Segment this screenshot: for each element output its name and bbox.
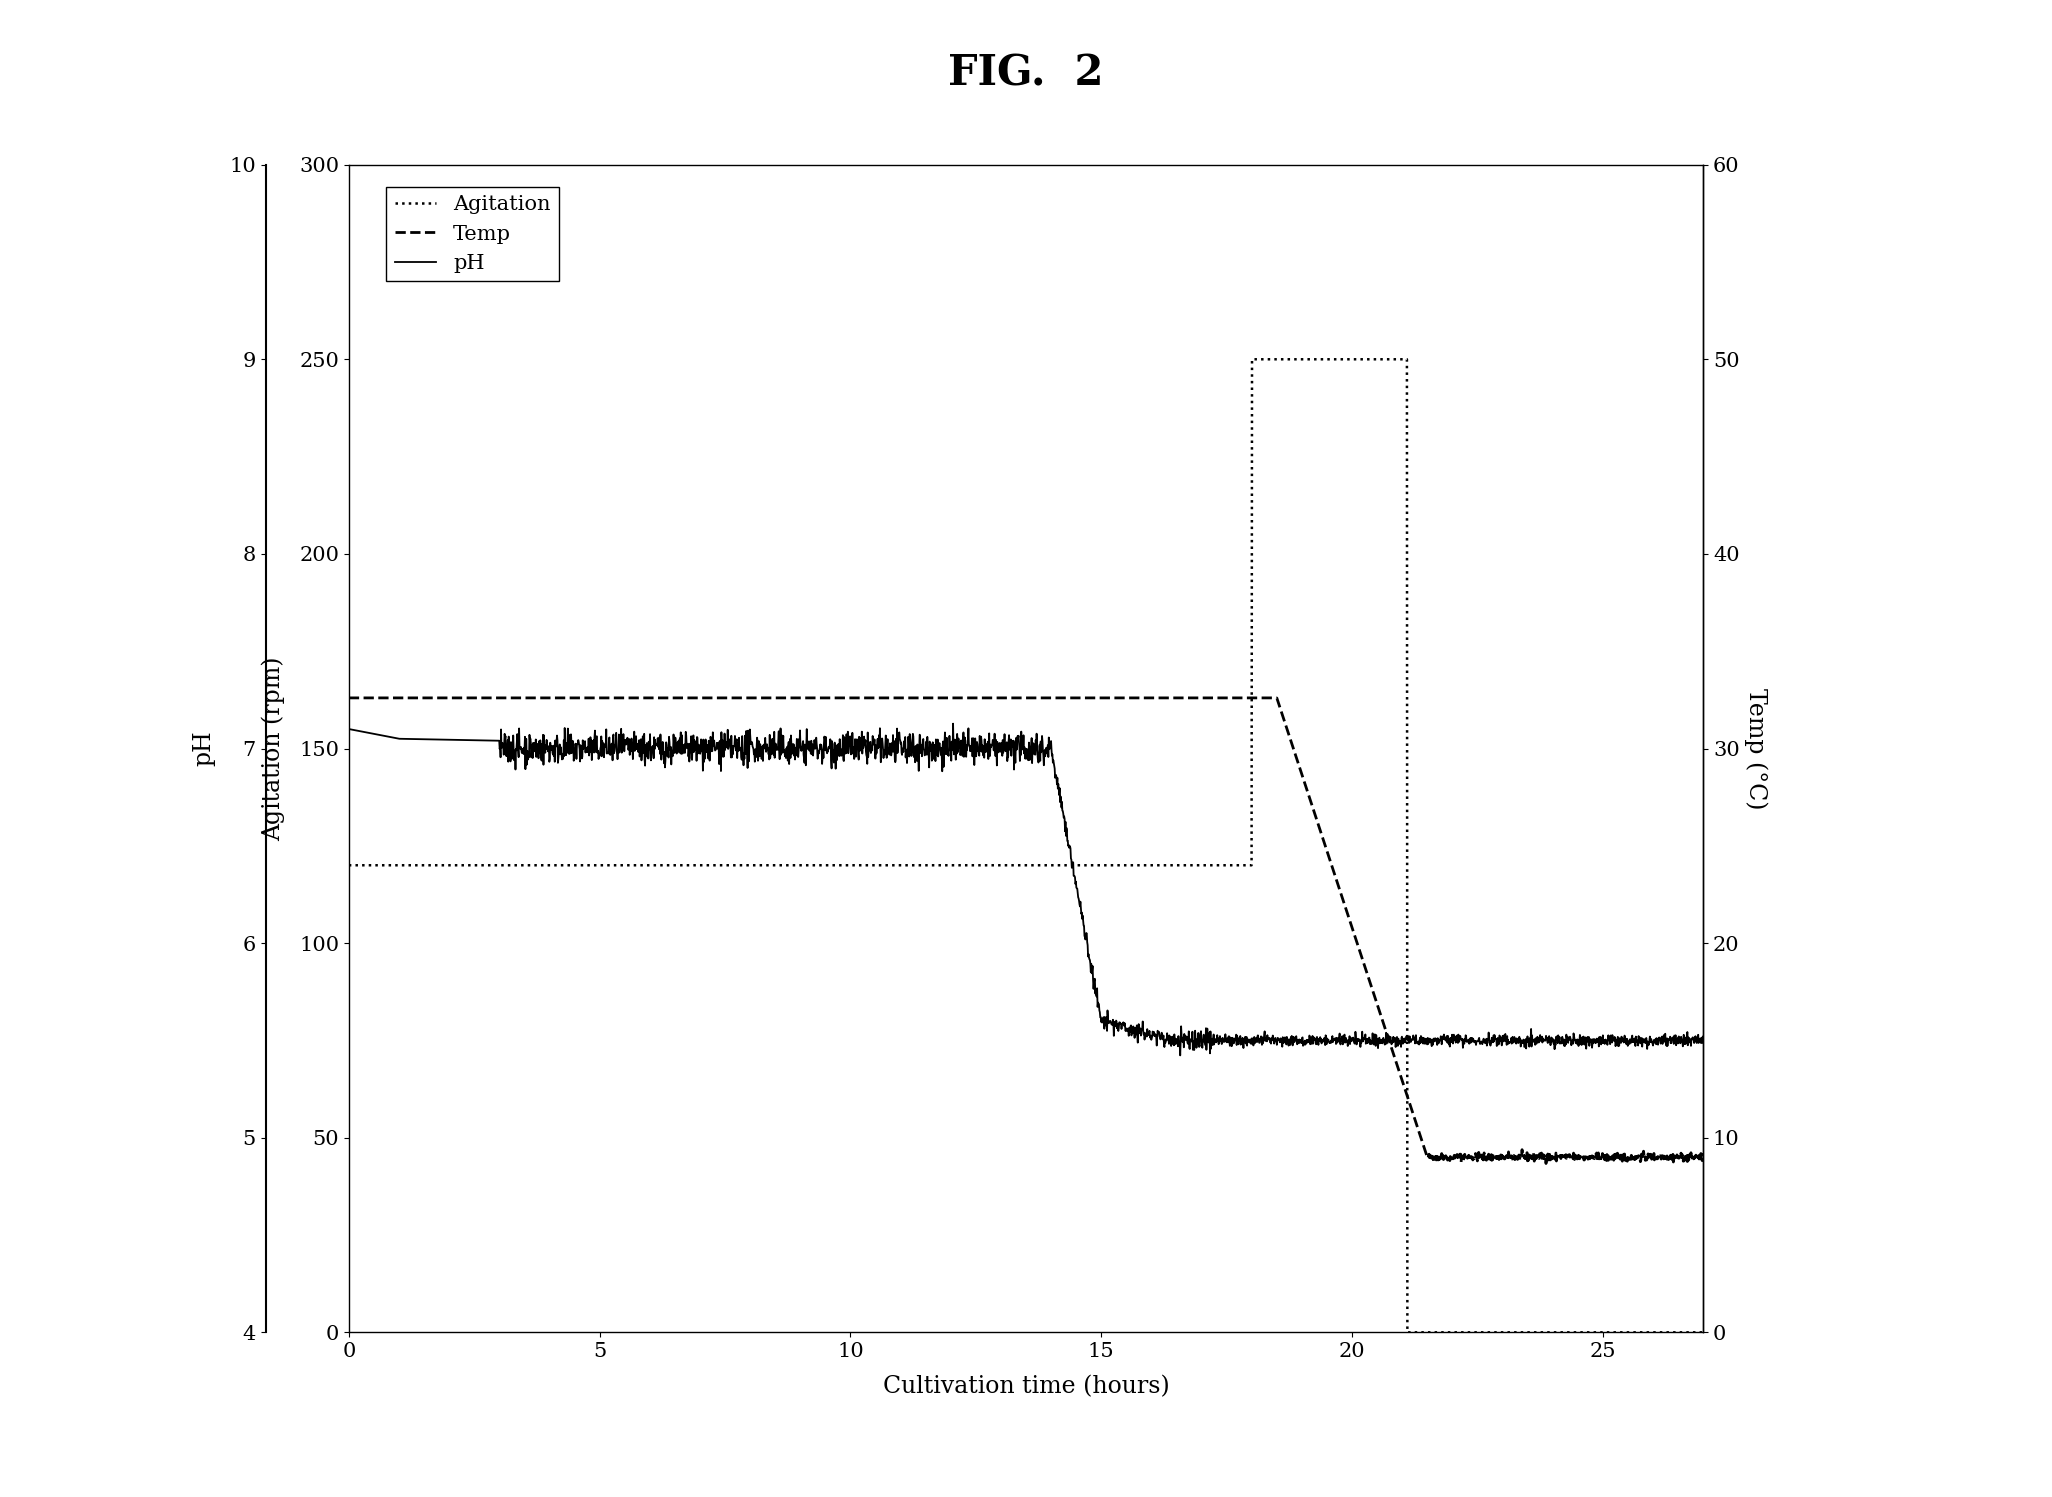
Temp xyxy=(1664,1145,1689,1163)
Agitation xyxy=(337,856,361,874)
pH xyxy=(490,738,515,756)
pH xyxy=(570,734,595,751)
Temp xyxy=(1533,1154,1557,1172)
Agitation xyxy=(1395,1323,1420,1341)
Agitation xyxy=(570,856,595,874)
pH xyxy=(1168,1046,1192,1064)
Agitation xyxy=(1239,350,1264,368)
pH xyxy=(337,720,361,738)
Agitation xyxy=(856,856,880,874)
Agitation xyxy=(915,856,940,874)
pH xyxy=(856,748,880,766)
pH xyxy=(1518,1037,1543,1055)
Y-axis label: Temp (°C): Temp (°C) xyxy=(1744,687,1767,810)
Agitation xyxy=(1518,1323,1543,1341)
Agitation xyxy=(490,856,515,874)
Temp xyxy=(570,689,595,707)
pH xyxy=(915,746,940,763)
Temp xyxy=(490,689,515,707)
Y-axis label: pH: pH xyxy=(193,731,215,766)
Temp xyxy=(1518,1150,1543,1168)
Temp xyxy=(1691,1147,1715,1165)
Line: Temp: Temp xyxy=(349,698,1703,1163)
X-axis label: Cultivation time (hours): Cultivation time (hours) xyxy=(882,1374,1170,1398)
Text: FIG.  2: FIG. 2 xyxy=(948,52,1104,94)
Legend: Agitation, Temp, pH: Agitation, Temp, pH xyxy=(386,187,558,281)
pH xyxy=(1691,1028,1715,1046)
Line: Agitation: Agitation xyxy=(349,359,1703,1332)
Line: pH: pH xyxy=(349,723,1703,1055)
Temp xyxy=(337,689,361,707)
Y-axis label: Agitation (rpm): Agitation (rpm) xyxy=(261,656,285,841)
Agitation xyxy=(1691,1323,1715,1341)
pH xyxy=(940,714,964,732)
Temp xyxy=(915,689,940,707)
Agitation xyxy=(1664,1323,1689,1341)
Temp xyxy=(856,689,880,707)
pH xyxy=(1664,1030,1689,1048)
